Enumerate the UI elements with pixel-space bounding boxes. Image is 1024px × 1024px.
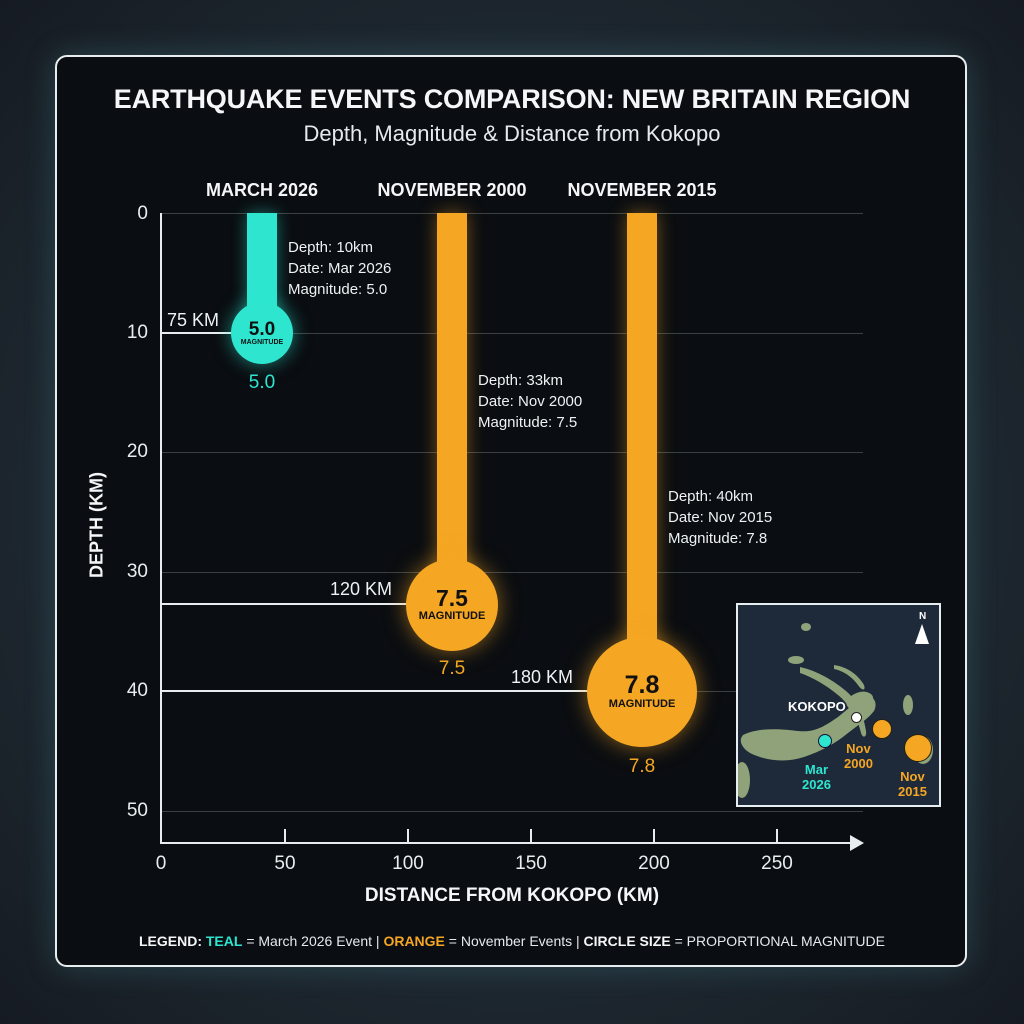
x-tick — [530, 829, 532, 843]
map-label-line: Mar — [804, 762, 829, 777]
map-label-mar-2026: Mar 2026 — [802, 762, 831, 792]
event-heading-nov-2000: NOVEMBER 2000 — [377, 180, 527, 200]
depth-bar-nov-2015 — [627, 213, 657, 653]
info-magnitude: Magnitude: 5.0 — [288, 281, 388, 298]
y-tick-label: 30 — [126, 561, 148, 582]
info-magnitude: Magnitude: 7.8 — [668, 530, 768, 547]
info-depth: Depth: 40km — [668, 488, 754, 505]
x-axis-title: DISTANCE FROM KOKOPO (KM) — [364, 885, 660, 906]
legend-size-desc: = PROPORTIONAL MAGNITUDE — [674, 933, 885, 949]
gridline-0 — [161, 213, 863, 214]
y-axis-line — [160, 213, 162, 843]
map-label-line: Nov — [900, 769, 925, 784]
distance-leader-mar-2026 — [161, 332, 241, 334]
x-axis-line — [160, 842, 854, 844]
x-tick — [776, 829, 778, 843]
gridline-10 — [161, 333, 863, 334]
legend-orange-desc: = November Events | — [448, 933, 580, 949]
magnitude-below-nov-2015: 7.8 — [628, 756, 656, 777]
map-label-line: 2015 — [898, 784, 927, 799]
map-label-line: 2026 — [802, 777, 831, 792]
gridline-20 — [161, 452, 863, 453]
event-heading-nov-2015: NOVEMBER 2015 — [567, 180, 717, 200]
magnitude-value: 7.8 — [624, 671, 660, 700]
magnitude-bubble-mar-2026[interactable]: 5.0 MAGNITUDE — [231, 302, 293, 364]
magnitude-below-mar-2026: 5.0 — [248, 372, 276, 393]
north-arrow-icon — [915, 624, 929, 644]
distance-leader-nov-2000 — [161, 603, 411, 605]
x-tick-label: 0 — [155, 853, 167, 874]
x-tick-label: 200 — [638, 853, 670, 874]
map-marker-mar-2026[interactable] — [818, 734, 832, 748]
map-marker-nov-2015[interactable] — [904, 734, 932, 762]
info-depth: Depth: 33km — [478, 372, 564, 389]
map-marker-nov-2000[interactable] — [872, 719, 892, 739]
distance-leader-nov-2015 — [161, 690, 591, 692]
info-date: Date: Mar 2026 — [288, 260, 392, 277]
y-tick-label: 10 — [126, 322, 148, 343]
x-tick-label: 100 — [392, 853, 424, 874]
x-tick — [284, 829, 286, 843]
chart-title: EARTHQUAKE EVENTS COMPARISON: NEW BRITAI… — [113, 84, 911, 114]
legend-prefix: LEGEND: — [138, 933, 202, 949]
legend: LEGEND: TEAL = March 2026 Event | ORANGE… — [0, 933, 1024, 949]
info-depth: Depth: 10km — [288, 239, 374, 256]
map-inset[interactable]: N KOKOPO Mar 2026 Nov 2000 Nov 2015 — [736, 603, 941, 807]
magnitude-bubble-nov-2015[interactable]: 7.8 MAGNITUDE — [587, 637, 697, 747]
chart-frame — [55, 55, 967, 967]
legend-orange-word: ORANGE — [383, 933, 445, 949]
gridline-50 — [161, 811, 863, 812]
y-tick-label: 50 — [126, 800, 148, 821]
x-tick — [407, 829, 409, 843]
y-tick-label: 0 — [137, 203, 148, 224]
distance-label-nov-2000: 120 KM — [330, 579, 393, 599]
x-tick-label: 150 — [515, 853, 547, 874]
north-label: N — [919, 611, 927, 622]
chart-subtitle: Depth, Magnitude & Distance from Kokopo — [303, 121, 721, 146]
info-date: Date: Nov 2000 — [478, 393, 583, 410]
map-label-nov-2000: Nov 2000 — [844, 741, 873, 771]
distance-label-nov-2015: 180 KM — [511, 667, 574, 687]
map-label-line: 2000 — [844, 756, 873, 771]
info-box-mar-2026: Depth: 10km Date: Mar 2026 Magnitude: 5.… — [288, 237, 391, 300]
map-city-label: KOKOPO — [788, 699, 846, 714]
magnitude-below-nov-2000: 7.5 — [438, 658, 466, 679]
magnitude-value: 7.5 — [436, 585, 468, 612]
y-tick-label: 20 — [126, 441, 148, 462]
x-tick — [653, 829, 655, 843]
info-box-nov-2000: Depth: 33km Date: Nov 2000 Magnitude: 7.… — [478, 370, 582, 433]
y-tick-label: 40 — [126, 680, 148, 701]
event-heading-mar-2026: MARCH 2026 — [205, 180, 319, 200]
x-tick-label: 50 — [274, 853, 296, 874]
legend-teal-desc: = March 2026 Event | — [246, 933, 380, 949]
map-label-nov-2015: Nov 2015 — [898, 769, 927, 799]
gridline-30 — [161, 572, 863, 573]
magnitude-caption: MAGNITUDE — [240, 338, 284, 346]
x-tick-label: 250 — [761, 853, 793, 874]
magnitude-caption: MAGNITUDE — [608, 698, 676, 711]
x-axis-arrow-icon — [850, 835, 864, 851]
legend-teal-word: TEAL — [205, 933, 243, 949]
legend-size-word: CIRCLE SIZE — [583, 933, 671, 949]
depth-bar-nov-2000 — [437, 213, 467, 573]
magnitude-value: 5.0 — [248, 318, 276, 340]
info-magnitude: Magnitude: 7.5 — [478, 414, 578, 431]
distance-label-mar-2026: 75 KM — [167, 310, 220, 330]
magnitude-bubble-nov-2000[interactable]: 7.5 MAGNITUDE — [406, 559, 498, 651]
y-axis-title: DEPTH (KM) — [86, 472, 107, 578]
kokopo-marker-icon — [851, 712, 862, 723]
info-box-nov-2015: Depth: 40km Date: Nov 2015 Magnitude: 7.… — [668, 486, 772, 549]
magnitude-caption: MAGNITUDE — [418, 610, 486, 623]
info-date: Date: Nov 2015 — [668, 509, 773, 526]
map-label-line: Nov — [846, 741, 871, 756]
